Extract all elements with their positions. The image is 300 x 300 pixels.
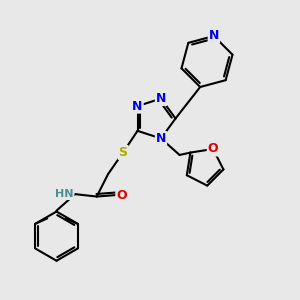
Text: N: N: [132, 100, 143, 113]
Text: N: N: [208, 29, 219, 43]
Text: HN: HN: [55, 189, 74, 199]
Text: N: N: [156, 92, 166, 105]
Text: O: O: [208, 142, 218, 155]
Text: N: N: [156, 132, 166, 145]
Text: S: S: [118, 146, 127, 159]
Text: O: O: [116, 188, 127, 202]
